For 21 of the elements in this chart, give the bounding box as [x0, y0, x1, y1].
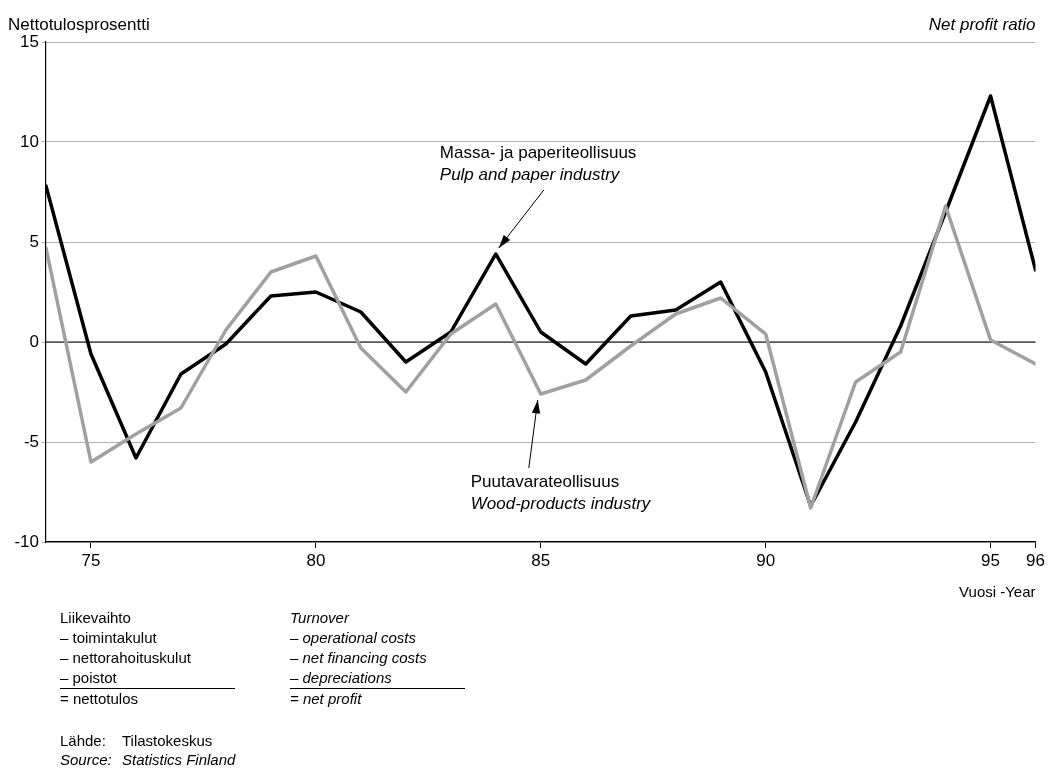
text: Turnover – operational costs – net financing costs – depreciations = net profit [290, 608, 428, 709]
x-tick-label: 96 [1026, 550, 1046, 570]
x-axis-title: Vuosi -Year [959, 583, 1036, 600]
x-tick-label: 75 [81, 550, 101, 570]
y-tick-label: 15 [20, 31, 39, 51]
y-tick-label: -5 [23, 431, 39, 451]
y-axis-title: Nettotulosprosentti [8, 15, 150, 34]
x-tick-label: 95 [981, 550, 1001, 570]
annotation: Massa- ja paperiteollisuus Pulp and paper industry [439, 143, 637, 185]
text: Liikevaihto – toimintakulut – nettorahoituskulut – poistot = nettotulos [60, 608, 192, 709]
source-note: Source: Statistics Finland [60, 750, 236, 769]
y-tick-label: -10 [14, 531, 39, 551]
x-tick-label: 80 [306, 550, 326, 570]
y-tick-label: 0 [29, 331, 39, 351]
y-tick-label: 5 [29, 231, 39, 251]
y-tick-label: 10 [20, 131, 39, 151]
x-tick-label: 85 [531, 550, 551, 570]
text: Lähde: Tilastokeskus [60, 731, 213, 750]
annotation: Puutavarateollisuus Wood-products industry [470, 472, 652, 514]
text: Net profit ratio [928, 15, 1036, 34]
x-tick-label: 90 [756, 550, 776, 570]
